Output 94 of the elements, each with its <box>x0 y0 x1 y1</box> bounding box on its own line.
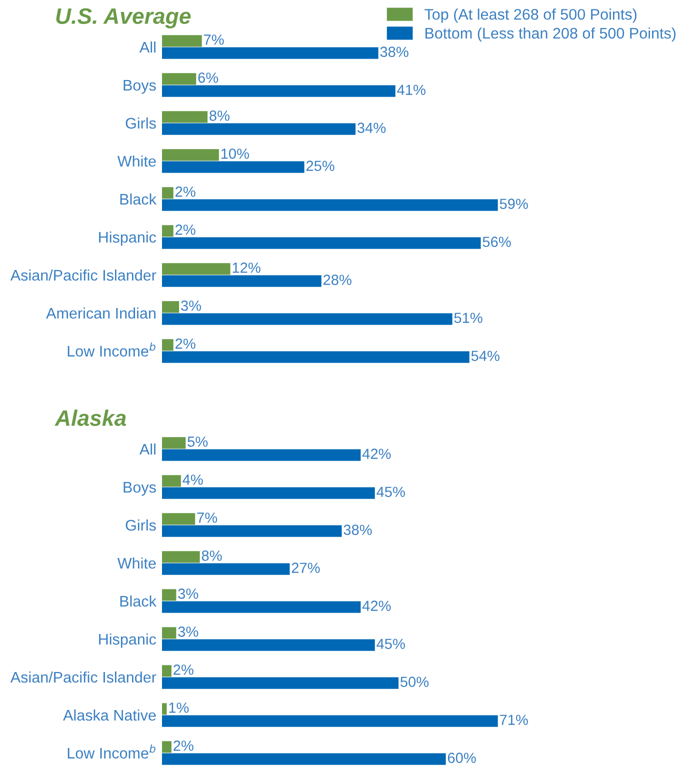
data-label: 2% <box>176 338 196 349</box>
data-label: 25% <box>306 160 334 171</box>
bar <box>162 339 174 351</box>
y-tick-label: Hispanic <box>99 633 156 648</box>
data-label: 12% <box>232 262 260 273</box>
data-label: 8% <box>210 110 230 121</box>
y-tick-label: Girls <box>126 117 156 129</box>
data-label: 38% <box>380 46 408 57</box>
data-label: 59% <box>500 198 528 209</box>
bar <box>162 703 167 715</box>
data-label: 45% <box>376 638 405 649</box>
bar <box>162 351 470 363</box>
y-tick-label: Black <box>120 595 156 607</box>
bar <box>162 275 322 287</box>
bar <box>162 525 342 537</box>
y-tick-label: Asian/Pacific Islander <box>10 269 156 281</box>
bar <box>162 665 172 677</box>
data-label: 6% <box>198 72 218 83</box>
data-label: 38% <box>344 524 372 535</box>
y-tick-label: Alaska Native <box>63 709 156 721</box>
y-tick-label: All <box>139 41 156 53</box>
bar <box>162 513 196 525</box>
y-tick-label: Black <box>120 193 156 205</box>
bar <box>162 301 180 313</box>
data-label: 7% <box>197 512 218 523</box>
legend-label: Top (At least 268 of 500 Points) <box>424 8 636 23</box>
y-tick-label: All <box>139 443 156 455</box>
data-label: 4% <box>182 474 203 485</box>
data-label: 41% <box>397 84 426 95</box>
bar <box>162 123 356 135</box>
bar <box>162 551 200 563</box>
y-tick-label: White <box>117 155 156 167</box>
y-tick-label: Low Income$^{b}$ <box>68 744 156 759</box>
data-label: 7% <box>204 34 224 45</box>
bar <box>162 639 375 651</box>
bar <box>162 715 498 727</box>
data-label: 28% <box>324 274 352 285</box>
data-label: 2% <box>176 186 196 197</box>
bar <box>162 563 290 575</box>
bar <box>162 437 186 449</box>
bar <box>162 313 452 325</box>
bar <box>162 73 196 85</box>
bar <box>162 741 172 753</box>
bar <box>162 161 304 173</box>
y-tick-label: Low Income$^{b}$ <box>68 342 156 357</box>
chart-title: Alaska <box>54 410 126 426</box>
data-label: 42% <box>362 600 391 611</box>
data-label: 5% <box>188 436 208 447</box>
y-tick-label: American Indian <box>46 307 156 319</box>
y-tick-label: Hispanic <box>99 231 156 246</box>
data-label: 71% <box>500 714 528 725</box>
bar <box>162 601 361 613</box>
bar <box>162 111 208 123</box>
y-tick-label: Boys <box>124 80 156 94</box>
data-label: 27% <box>292 562 320 573</box>
data-label: 34% <box>357 122 386 133</box>
bar <box>162 753 446 765</box>
y-tick-label: Boys <box>124 482 156 496</box>
bar <box>162 627 176 639</box>
y-tick-label: Girls <box>126 519 156 531</box>
data-label: 8% <box>202 550 222 561</box>
data-label: 50% <box>400 676 429 687</box>
y-tick-label: White <box>117 557 156 569</box>
bar <box>162 589 176 601</box>
data-label: 42% <box>362 448 391 459</box>
data-label: 2% <box>174 664 194 675</box>
data-label: 2% <box>174 740 194 751</box>
data-label: 56% <box>482 236 511 247</box>
bar <box>162 237 481 249</box>
data-label: 10% <box>221 148 249 159</box>
chart-title: U.S. Average <box>56 8 191 28</box>
bar <box>162 263 230 275</box>
bar <box>162 199 498 211</box>
data-label: 2% <box>176 224 196 235</box>
bar <box>162 85 396 97</box>
y-tick-label: Asian/Pacific Islander <box>10 671 156 683</box>
data-label: 3% <box>178 626 198 637</box>
data-label: 45% <box>376 486 405 497</box>
bar <box>162 47 378 59</box>
legend-label: Bottom (Less than 208 of 500 Points) <box>425 27 676 42</box>
bar <box>162 187 174 199</box>
data-label: 1% <box>169 702 189 713</box>
bar <box>162 475 181 487</box>
data-label: 3% <box>181 300 202 311</box>
bar <box>162 149 219 161</box>
bar <box>162 449 361 461</box>
data-label: 60% <box>448 752 476 763</box>
data-label: 51% <box>454 312 482 323</box>
data-label: 3% <box>178 588 198 599</box>
bar <box>162 677 399 689</box>
data-label: 54% <box>471 350 500 361</box>
bar <box>162 487 375 499</box>
bar <box>162 35 202 47</box>
bar <box>162 225 174 237</box>
